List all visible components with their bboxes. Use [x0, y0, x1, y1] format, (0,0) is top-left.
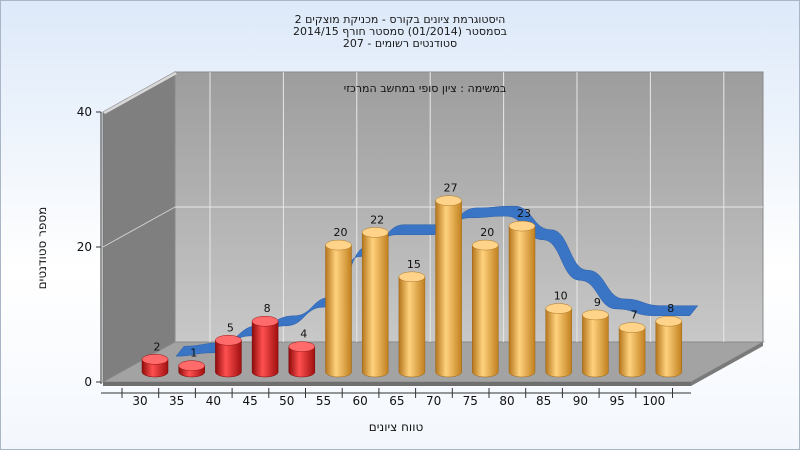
chart-title-line-3: סטודנטים רשומים - 207 — [342, 37, 458, 50]
y-tick-label: 20 — [77, 240, 92, 254]
bar: 8 — [251, 302, 279, 378]
chart-title-line-1: היסטוגרמת ציונים בקורס - מכניקת מוצקים 2 — [294, 13, 506, 26]
bar-body — [361, 232, 389, 378]
bar: 9 — [582, 296, 609, 378]
bar-body — [288, 346, 316, 378]
bar-body — [472, 244, 499, 378]
bar-top — [472, 239, 499, 251]
x-axis-label: טווח ציונים — [369, 420, 424, 434]
x-tick-label: 45 — [242, 394, 257, 408]
grid-lines — [102, 72, 763, 342]
bar-body — [545, 308, 572, 378]
floor-front-edge — [103, 382, 691, 386]
x-tick-label: 35 — [169, 394, 184, 408]
bar-value-label: 20 — [480, 226, 494, 239]
bar-value-label: 8 — [264, 302, 271, 315]
x-tick-label: 100 — [642, 394, 665, 408]
bar-body — [215, 340, 242, 378]
x-tick-label: 90 — [573, 394, 588, 408]
bar-top — [141, 354, 169, 365]
bar-value-label: 9 — [594, 296, 601, 309]
x-tick-label: 85 — [536, 394, 551, 408]
bar-top — [655, 315, 683, 327]
bar-top — [618, 322, 646, 333]
bar-value-label: 23 — [517, 207, 531, 220]
bar-body — [398, 276, 426, 378]
bar-top — [545, 303, 572, 314]
bar-body — [655, 320, 683, 378]
chart-title-line-2: בסמסטר (01/2014) סמסטר חורף 2014/15 — [293, 25, 507, 38]
x-tick-label: 70 — [426, 394, 441, 408]
bar: 4 — [288, 328, 316, 378]
x-tick-label: 55 — [316, 394, 331, 408]
bar: 2 — [141, 340, 169, 378]
floor-right-edge — [691, 342, 763, 386]
bar-value-label: 4 — [300, 328, 307, 341]
bar: 22 — [361, 213, 389, 378]
x-tick-label: 40 — [206, 394, 221, 408]
bar-top — [325, 239, 352, 251]
bar-value-label: 2 — [154, 340, 161, 353]
bar-top — [435, 195, 462, 206]
bar-value-label: 5 — [227, 321, 234, 334]
bar-top — [582, 309, 609, 321]
bar: 8 — [655, 302, 683, 378]
bar-value-label: 8 — [667, 302, 674, 315]
bar: 1 — [178, 347, 205, 378]
bar-value-label: 7 — [631, 309, 638, 322]
y-axis-label: מספר סטודנטים — [35, 207, 49, 290]
chart-subtitle: במשימה : ציון סופי במחשב המרכזי — [344, 82, 507, 95]
bar: 27 — [435, 182, 462, 378]
bar-value-label: 22 — [370, 213, 384, 226]
bar-value-label: 20 — [334, 226, 348, 239]
x-tick-label: 60 — [353, 394, 368, 408]
grid-line-left-wall — [102, 206, 176, 248]
bar: 23 — [508, 207, 536, 378]
x-tick-label: 80 — [499, 394, 514, 408]
bar-top — [215, 335, 242, 346]
y-tick-label: 0 — [84, 375, 92, 389]
y-tick-label: 40 — [77, 105, 92, 119]
bar: 20 — [472, 226, 499, 378]
bar-top — [251, 315, 279, 327]
bar-body — [618, 327, 646, 378]
bar: 15 — [398, 258, 426, 378]
bar-value-label: 15 — [407, 258, 421, 271]
bar-top — [288, 341, 316, 352]
bar: 7 — [618, 309, 646, 378]
bar-value-label: 10 — [554, 290, 568, 303]
bar-top — [398, 271, 426, 283]
left-wall-top-edge — [103, 72, 177, 114]
bar-body — [508, 225, 536, 378]
x-tick-label: 75 — [463, 394, 478, 408]
bar-body — [251, 320, 279, 378]
bar: 10 — [545, 290, 572, 378]
bar-value-label: 27 — [444, 182, 458, 195]
x-tick-label: 50 — [279, 394, 294, 408]
bar-value-label: 1 — [190, 347, 197, 360]
bar-top — [178, 360, 205, 371]
bar-body — [435, 200, 462, 378]
bar: 20 — [325, 226, 352, 378]
x-tick-label: 95 — [609, 394, 624, 408]
bar-top — [508, 220, 536, 232]
bar-body — [582, 314, 609, 378]
bar-body — [325, 244, 352, 378]
bar: 5 — [215, 321, 242, 378]
x-tick-label: 65 — [389, 394, 404, 408]
x-tick-label: 30 — [132, 394, 147, 408]
bar-top — [361, 227, 389, 238]
